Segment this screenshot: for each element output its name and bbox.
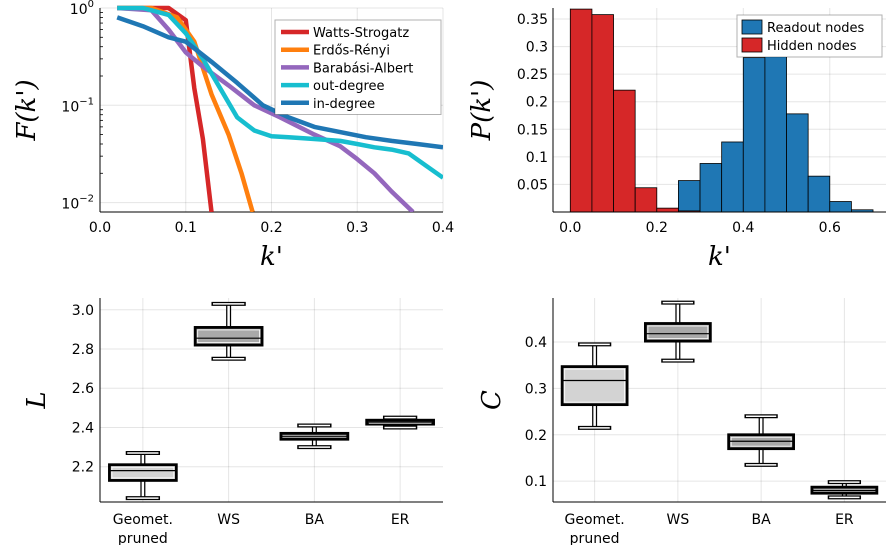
legend-label: Erdős-Rényi [313,44,390,59]
x-tick-label: 0.0 [89,220,111,236]
x-tick-label: 0.2 [646,220,668,236]
y-tick-label: 0.1 [525,474,547,490]
legend-label: Barabási-Albert [313,61,413,76]
y-tick-label: 10−1 [61,96,94,115]
legend-label: in-degree [313,97,375,112]
x-tick-label: WS [667,512,690,528]
y-tick-label: 2.4 [72,420,94,436]
x-tick-label: 0.0 [559,220,581,236]
panel-degree-distribution: 0.0 0.1 0.2 0.3 0.4 10−2 10−1 100 k' F(k') Watts-S… [12,0,454,272]
y-tick-label: 2.6 [72,381,94,397]
y-tick-label: 3.0 [72,303,94,319]
x-axis-label: k' [260,242,283,272]
x-tick-label: 0.4 [432,220,454,236]
legend-swatch [741,19,763,35]
y-tick-label: 0.2 [526,95,548,111]
x-tick-label: 0.6 [819,220,841,236]
x-tick-label: WS [217,512,240,528]
panel-histogram: 0.0 0.2 0.4 0.6 0.05 0.1 0.15 0.2 0.25 0.3 0.35 k' P… [467,8,886,272]
y-tick-label: 0.4 [525,335,547,351]
x-tick-label: BA [305,512,325,528]
histogram-bar [764,51,787,213]
y-tick-label: 2.2 [72,460,94,476]
y-axis-label: C [477,390,507,410]
x-tick-label: ER [391,512,410,528]
series-line [117,5,214,212]
box-inner [111,466,175,479]
x-tick-label: ER [835,512,854,528]
x-tick-label: BA [752,512,772,528]
x-tick-label: pruned [570,531,620,545]
histogram-bar [634,187,658,213]
x-tick-label: 0.4 [732,220,754,236]
histogram-bar [678,180,701,213]
y-tick-label: 0.05 [517,177,548,193]
series-line [117,5,415,212]
x-tick-label: 0.1 [175,220,197,236]
x-tick-label: 0.2 [260,220,282,236]
legend-label: Readout nodes [767,21,865,36]
y-tick-label: 0.25 [517,67,548,83]
histogram-bar [591,14,614,213]
histogram-bar [829,201,852,213]
y-tick-label: 10−2 [61,194,94,213]
y-tick-label: 2.8 [72,342,94,358]
legend-label: Watts-Strogatz [313,26,409,41]
histogram-bar [807,175,831,213]
panel-boxplot-c: Geomet. pruned WS BA ER 0.1 0.2 0.3 0.4 C [477,298,886,547]
y-axis-label: L [22,391,52,409]
y-tick-label: 0.15 [517,122,548,138]
y-axis-label: P(k') [467,80,497,142]
legend-label: out-degree [313,79,385,94]
y-tick-label: 0.3 [525,381,547,397]
histogram-bar [613,89,636,213]
y-tick-label: 0.1 [526,150,548,166]
legend-label: Hidden nodes [767,39,857,54]
x-tick-label: pruned [118,531,168,545]
box-inner [368,422,432,424]
box-inner [647,325,709,340]
series-line [117,5,443,180]
histogram-bar [786,113,809,213]
x-tick-label: Geomet. [565,512,625,528]
y-axis-label: F(k') [12,79,42,141]
box-inner [564,368,625,403]
legend-swatch [741,37,763,53]
y-tick-label: 100 [70,0,94,18]
histogram-bar [699,163,723,213]
x-axis-label: k' [708,242,731,272]
y-tick-label: 0.2 [525,428,547,444]
x-tick-label: Geomet. [113,512,173,528]
x-tick-label: 0.3 [346,220,368,236]
y-tick-label: 0.3 [526,40,548,56]
histogram-bar [742,57,766,213]
histogram-bar [656,207,679,213]
y-tick-label: 0.35 [517,12,548,28]
box-inner [197,329,260,343]
histogram-bar [569,8,593,213]
histogram-bar [721,141,744,213]
panel-boxplot-l: Geomet. pruned WS BA ER 2.2 2.4 2.6 2.8 3.0 L [22,298,443,547]
